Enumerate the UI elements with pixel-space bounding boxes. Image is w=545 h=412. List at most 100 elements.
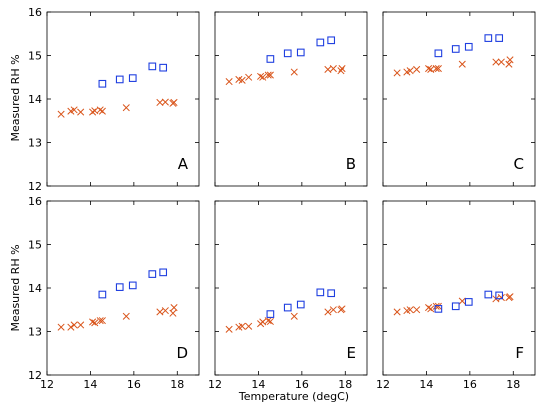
square-point bbox=[296, 48, 305, 57]
x-tick-label: 18 bbox=[170, 378, 184, 391]
cross-point bbox=[434, 302, 442, 310]
cross-point bbox=[413, 65, 421, 73]
cross-point bbox=[98, 107, 106, 115]
cross-point bbox=[156, 308, 164, 316]
square-point bbox=[484, 290, 493, 299]
cross-point bbox=[96, 106, 104, 114]
cross-point bbox=[225, 325, 233, 333]
cross-point bbox=[406, 306, 414, 314]
cross-point bbox=[161, 98, 169, 106]
cross-point bbox=[406, 67, 414, 75]
x-axis-label: Temperature (degC) bbox=[238, 390, 349, 403]
square-point bbox=[464, 298, 473, 306]
panel-b: B bbox=[214, 11, 368, 187]
cross-point bbox=[57, 323, 65, 331]
panel-d: 12 14 16 18 12 13 14 15 16 D bbox=[28, 195, 200, 391]
square-point bbox=[115, 75, 124, 84]
cross-point bbox=[492, 58, 500, 66]
cross-point bbox=[57, 110, 65, 118]
square-point bbox=[495, 34, 504, 42]
square-point bbox=[464, 42, 473, 51]
y-axis-label-bottom: Measured RH % bbox=[9, 244, 22, 331]
cross-point bbox=[506, 293, 514, 301]
square-point bbox=[98, 290, 107, 299]
cross-point bbox=[324, 308, 332, 316]
square-point bbox=[327, 289, 336, 298]
square-point bbox=[283, 303, 292, 312]
x-tick-label: 16 bbox=[295, 378, 309, 391]
cross-point bbox=[122, 312, 130, 320]
cross-point bbox=[425, 64, 433, 73]
cross-point bbox=[497, 58, 505, 66]
cross-point bbox=[170, 304, 178, 312]
cross-point bbox=[337, 67, 345, 75]
cross-point bbox=[329, 64, 337, 73]
cross-point bbox=[425, 304, 433, 312]
cross-point bbox=[329, 306, 337, 314]
cross-point bbox=[70, 321, 78, 329]
cross-point bbox=[264, 317, 272, 325]
square-point bbox=[283, 49, 292, 58]
x-tick-label: 14 bbox=[419, 378, 433, 391]
cross-point bbox=[338, 305, 346, 313]
x-tick-label: 12 bbox=[208, 378, 222, 391]
square-point bbox=[115, 283, 124, 291]
x-tick-label: 18 bbox=[506, 378, 520, 391]
panel-frame bbox=[46, 11, 200, 187]
cross-point bbox=[432, 64, 440, 73]
cross-point bbox=[122, 104, 130, 112]
square-point bbox=[316, 288, 325, 297]
x-tick-label: 16 bbox=[463, 378, 477, 391]
square-point bbox=[98, 79, 107, 88]
cross-point bbox=[238, 322, 246, 330]
square-point bbox=[495, 291, 504, 300]
square-point bbox=[484, 34, 493, 42]
cross-point bbox=[257, 72, 265, 80]
cross-point bbox=[161, 307, 169, 315]
y-tick-label: 14 bbox=[28, 93, 42, 106]
cross-point bbox=[393, 69, 401, 77]
y-tick-label: 12 bbox=[28, 369, 42, 382]
panel-frame bbox=[214, 11, 368, 187]
square-point bbox=[159, 268, 168, 277]
panel-f: 12 14 16 18 F bbox=[376, 200, 536, 391]
panel-frame bbox=[214, 200, 368, 376]
x-tick-label: 14 bbox=[251, 378, 265, 391]
cross-point bbox=[290, 68, 298, 76]
cross-point bbox=[266, 317, 274, 326]
cross-point bbox=[458, 297, 466, 305]
cross-point bbox=[170, 98, 178, 107]
cross-point bbox=[266, 71, 274, 79]
cross-point bbox=[245, 73, 253, 81]
y-tick-label: 15 bbox=[28, 50, 42, 63]
panel-label: F bbox=[515, 344, 524, 362]
cross-point bbox=[259, 318, 267, 326]
cross-point bbox=[225, 78, 233, 86]
square-point bbox=[451, 302, 460, 311]
cross-point bbox=[264, 71, 272, 79]
cross-point bbox=[413, 306, 421, 314]
panel-c: C bbox=[382, 11, 536, 187]
cross-point bbox=[506, 56, 514, 64]
square-point bbox=[434, 305, 443, 313]
y-tick-label: 14 bbox=[28, 282, 42, 295]
panel-frame bbox=[382, 11, 536, 187]
cross-point bbox=[427, 305, 435, 313]
panels-group: 12 13 14 15 16 A B C 12 14 16 18 12 13 14 15 16 D 12 14 16 18… bbox=[28, 6, 536, 391]
panel-frame bbox=[382, 200, 536, 376]
y-tick-label: 15 bbox=[28, 239, 42, 252]
panel-e: 12 14 16 18 E bbox=[208, 200, 368, 391]
cross-point bbox=[89, 108, 97, 116]
cross-point bbox=[98, 317, 106, 325]
y-tick-label: 16 bbox=[28, 6, 42, 19]
cross-point bbox=[245, 322, 253, 330]
x-tick-label: 12 bbox=[376, 378, 390, 391]
cross-point bbox=[458, 60, 466, 68]
panel-label: E bbox=[347, 344, 356, 362]
cross-point bbox=[96, 317, 104, 325]
cross-point bbox=[259, 73, 267, 81]
cross-point bbox=[290, 312, 298, 320]
panel-label: B bbox=[346, 155, 356, 173]
square-point bbox=[327, 36, 336, 45]
